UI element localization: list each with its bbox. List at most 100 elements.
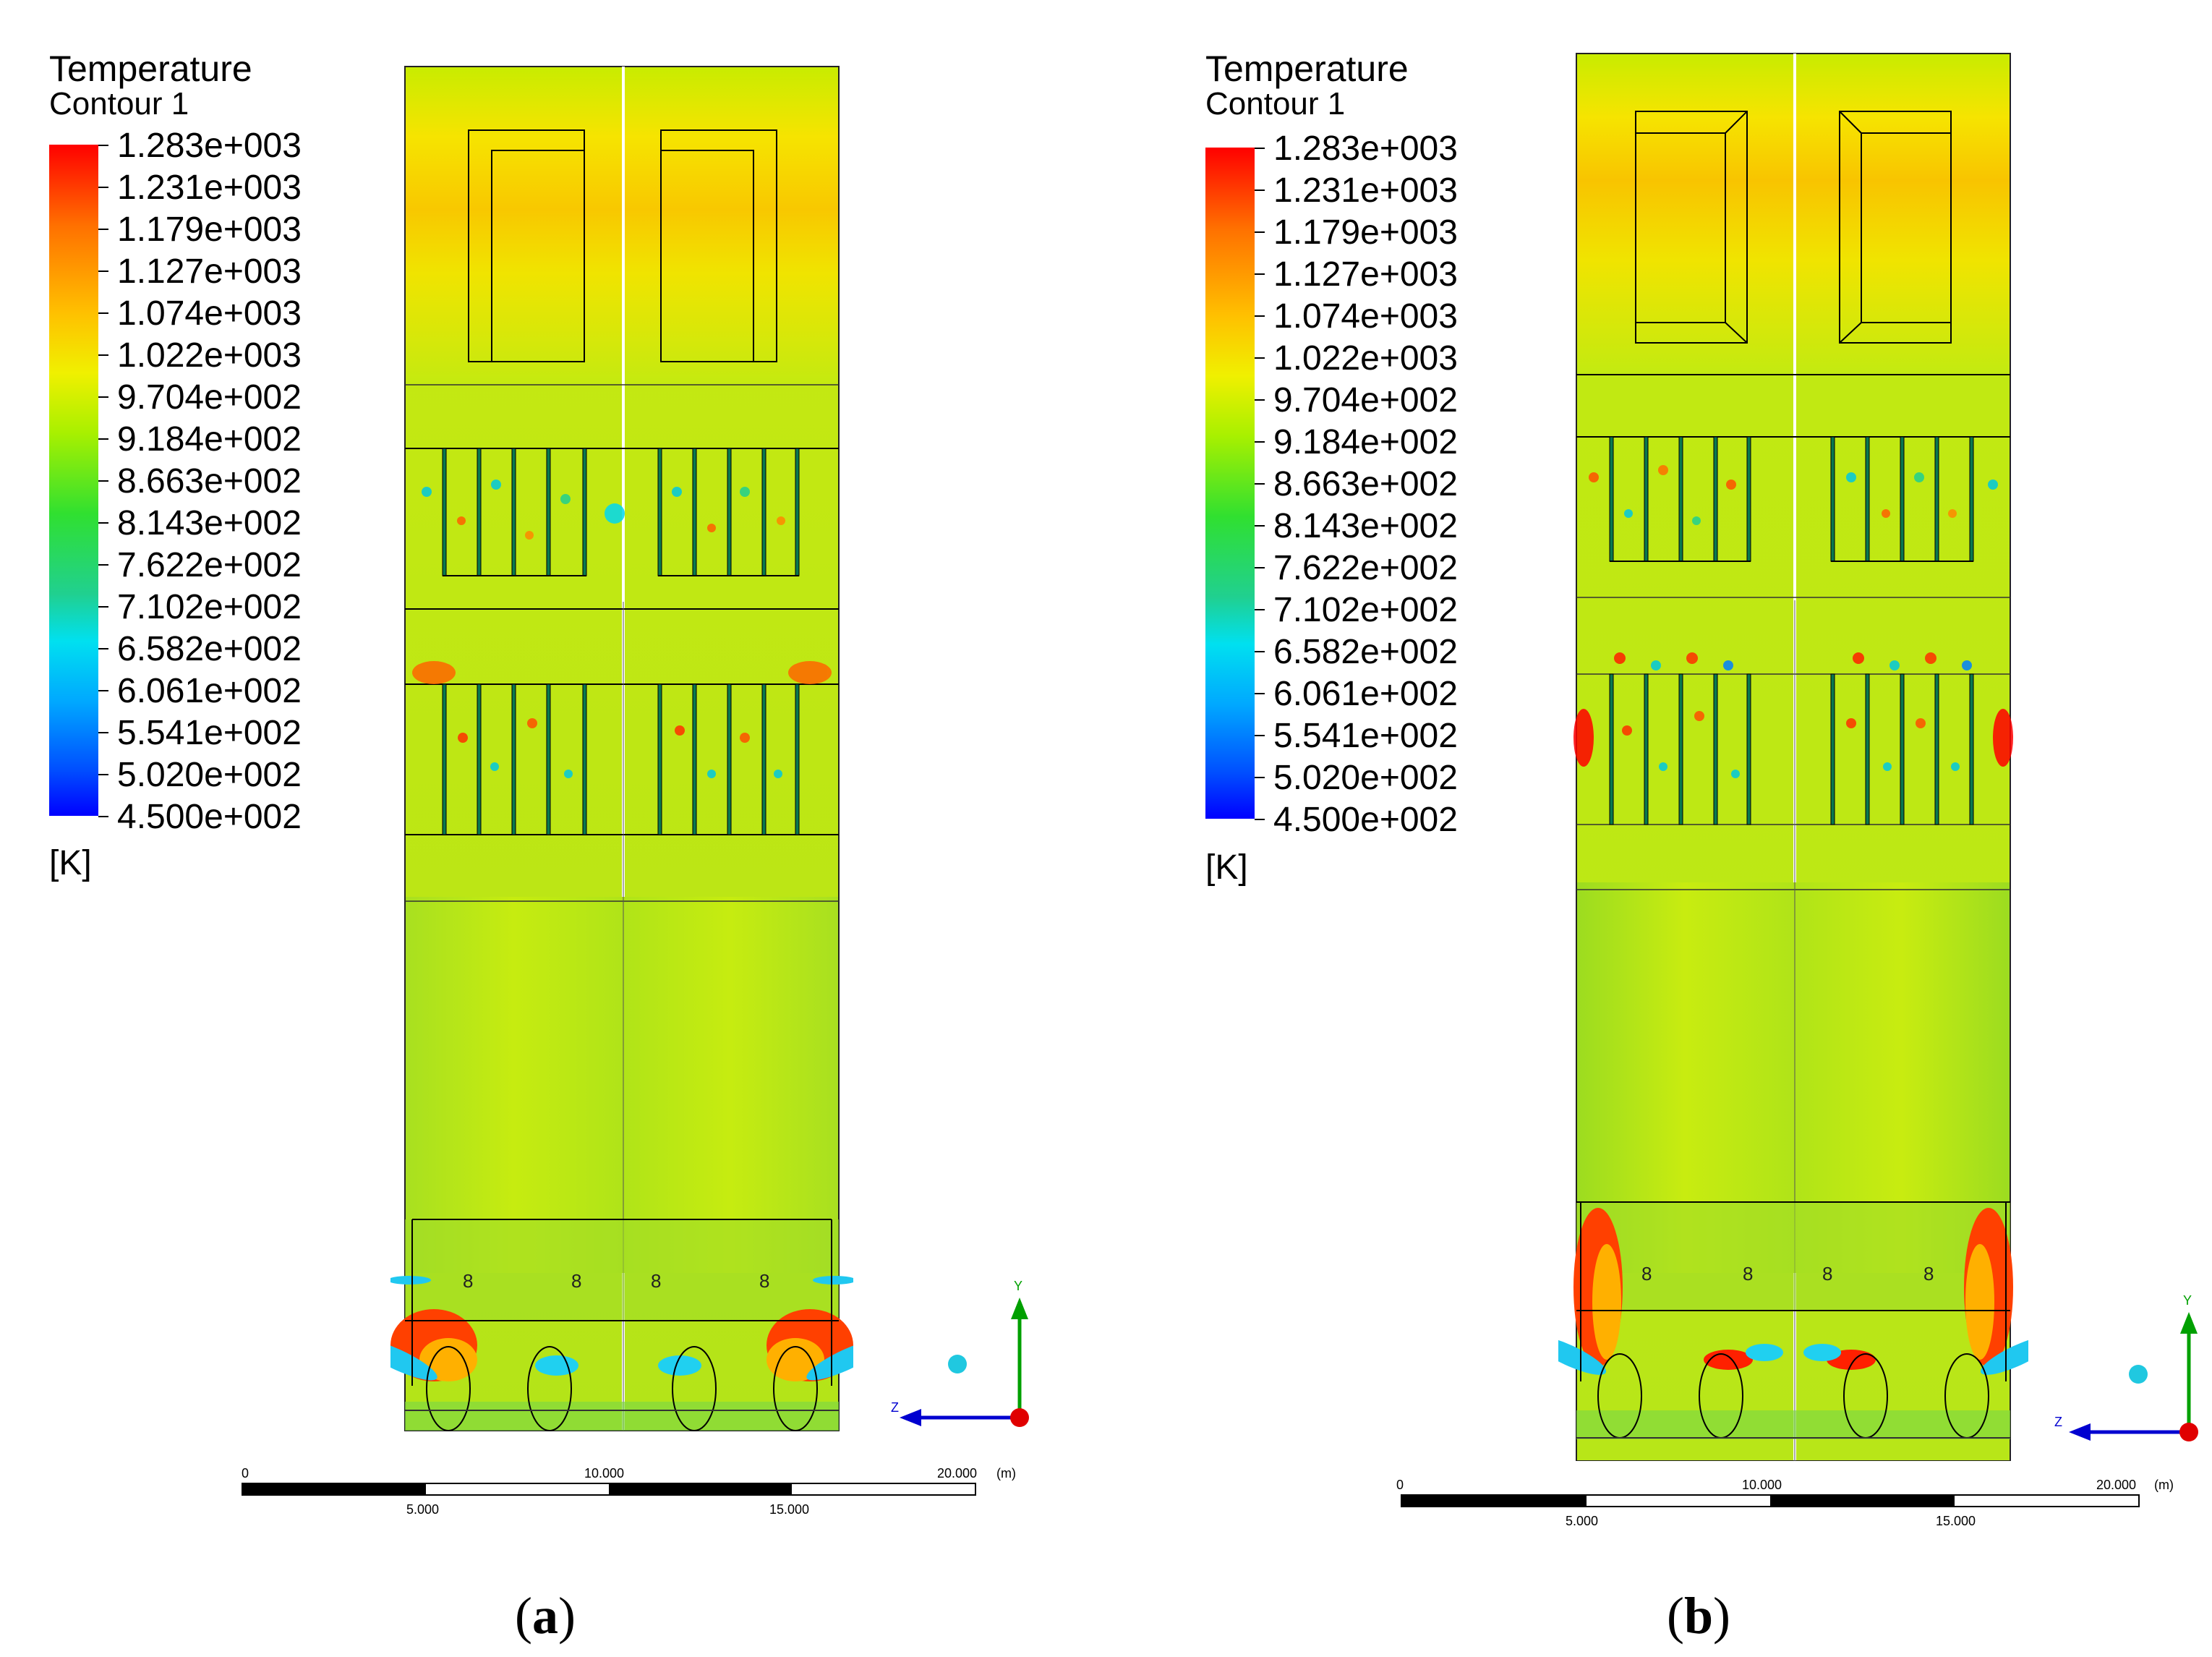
legend-tick <box>1255 735 1265 736</box>
panel-caption-b: (b) <box>1667 1587 1731 1645</box>
legend-level-label: 1.022e+003 <box>117 336 302 375</box>
legend-level-label: 8.143e+002 <box>1273 507 1458 545</box>
scale-tick-20: 20.000 <box>937 1466 978 1481</box>
scale-tick-0: 0 <box>242 1466 249 1481</box>
scale-tick-10: 10.000 <box>1742 1478 1782 1492</box>
axis-triad-b: Y Z <box>2054 1293 2198 1441</box>
svg-text:8: 8 <box>651 1270 661 1292</box>
legend-unit: [K] <box>1205 848 1248 887</box>
scale-tick-15: 15.000 <box>1936 1514 1976 1528</box>
axis-z-label: Z <box>2054 1415 2062 1429</box>
legend-title: Temperature <box>49 48 252 89</box>
axis-z-label: Z <box>891 1400 899 1415</box>
legend-tick <box>1255 609 1265 610</box>
color-bar <box>1205 148 1255 819</box>
temperature-contour-plot-b: 8 8 8 8 <box>1558 53 2028 1461</box>
legend-tick <box>98 145 108 146</box>
legend-tick <box>1255 777 1265 778</box>
legend-tick <box>98 732 108 733</box>
legend-tick <box>98 606 108 608</box>
legend-level-label: 8.663e+002 <box>117 462 302 500</box>
scale-tick-15: 15.000 <box>769 1502 810 1517</box>
legend-level-label: 5.541e+002 <box>1273 717 1458 755</box>
legend-level-label: 1.074e+003 <box>117 294 302 333</box>
legend-tick <box>98 690 108 691</box>
svg-text:8: 8 <box>463 1270 473 1292</box>
legend-level-label: 1.022e+003 <box>1273 339 1458 378</box>
legend-tick <box>98 522 108 524</box>
scale-bar-a <box>242 1483 976 1496</box>
scale-tick-20: 20.000 <box>2096 1478 2137 1492</box>
legend-tick <box>98 438 108 440</box>
legend-subtitle: Contour 1 <box>1205 86 1346 122</box>
legend-level-label: 1.074e+003 <box>1273 297 1458 336</box>
legend-tick <box>98 396 108 398</box>
legend-level-label: 1.127e+003 <box>1273 255 1458 294</box>
legend-tick <box>1255 525 1265 527</box>
legend-title: Temperature <box>1205 48 1409 89</box>
legend-tick <box>98 229 108 230</box>
scale-bar-b <box>1401 1494 2140 1507</box>
legend-tick <box>98 648 108 649</box>
scale-unit: (m) <box>996 1466 1016 1481</box>
legend-tick <box>98 774 108 775</box>
legend-tick <box>1255 399 1265 401</box>
legend-level-label: 5.541e+002 <box>117 714 302 752</box>
legend-level-label: 1.231e+003 <box>1273 171 1458 210</box>
svg-text:8: 8 <box>1641 1263 1652 1285</box>
legend-tick <box>1255 567 1265 568</box>
legend-level-label: 5.020e+002 <box>1273 759 1458 797</box>
legend-level-label: 7.622e+002 <box>1273 549 1458 587</box>
legend-unit: [K] <box>49 844 92 882</box>
legend-tick <box>1255 441 1265 443</box>
svg-text:8: 8 <box>1822 1263 1832 1285</box>
axis-y-label: Y <box>1014 1279 1022 1293</box>
legend-level-label: 6.582e+002 <box>117 630 302 668</box>
svg-text:8: 8 <box>1923 1263 1934 1285</box>
legend-level-label: 1.283e+003 <box>117 127 302 165</box>
color-bar <box>49 145 98 816</box>
legend-level-label: 1.231e+003 <box>117 169 302 207</box>
panel-a: Temperature Contour 1 [K] <box>49 48 1029 1645</box>
legend-level-label: 7.622e+002 <box>117 546 302 584</box>
axis-triad-a: Y Z <box>891 1279 1029 1427</box>
legend-tick <box>1255 693 1265 694</box>
panel-caption-a: (a) <box>515 1587 576 1645</box>
legend-level-label: 1.127e+003 <box>117 252 302 291</box>
axis-y-label: Y <box>2183 1293 2192 1308</box>
scale-tick-5: 5.000 <box>406 1502 440 1517</box>
temperature-contour-plot-a: 8 8 8 8 <box>390 66 853 1431</box>
legend-level-label: 6.061e+002 <box>117 672 302 710</box>
legend-tick <box>98 187 108 188</box>
legend-tick <box>1255 273 1265 275</box>
scale-unit: (m) <box>2154 1478 2174 1492</box>
scale-tick-0: 0 <box>1396 1478 1404 1492</box>
legend-level-label: 7.102e+002 <box>117 588 302 626</box>
legend-tick <box>1255 148 1265 149</box>
legend-level-label: 6.061e+002 <box>1273 675 1458 713</box>
legend-tick <box>1255 189 1265 191</box>
legend-level-label: 8.663e+002 <box>1273 465 1458 503</box>
legend-level-label: 7.102e+002 <box>1273 591 1458 629</box>
legend-level-label: 6.582e+002 <box>1273 633 1458 671</box>
svg-text:8: 8 <box>1743 1263 1753 1285</box>
panel-b: Temperature Contour 1 [K] <box>1106 0 2212 1657</box>
legend-level-label: 4.500e+002 <box>117 798 302 836</box>
legend-level-label: 8.143e+002 <box>117 504 302 542</box>
legend-tick <box>98 271 108 272</box>
legend-level-label: 1.179e+003 <box>117 210 302 249</box>
legend-subtitle: Contour 1 <box>49 86 189 122</box>
scale-tick-10: 10.000 <box>584 1466 625 1481</box>
legend-tick <box>98 816 108 817</box>
legend-tick <box>98 480 108 482</box>
legend-level-label: 4.500e+002 <box>1273 801 1458 839</box>
legend-tick <box>1255 651 1265 652</box>
legend-level-label: 9.704e+002 <box>1273 381 1458 419</box>
legend-tick <box>1255 483 1265 485</box>
legend-tick <box>98 564 108 566</box>
svg-text:8: 8 <box>571 1270 581 1292</box>
legend-tick <box>1255 357 1265 359</box>
legend-tick <box>98 354 108 356</box>
legend-level-label: 9.184e+002 <box>1273 423 1458 461</box>
legend-tick <box>1255 819 1265 820</box>
